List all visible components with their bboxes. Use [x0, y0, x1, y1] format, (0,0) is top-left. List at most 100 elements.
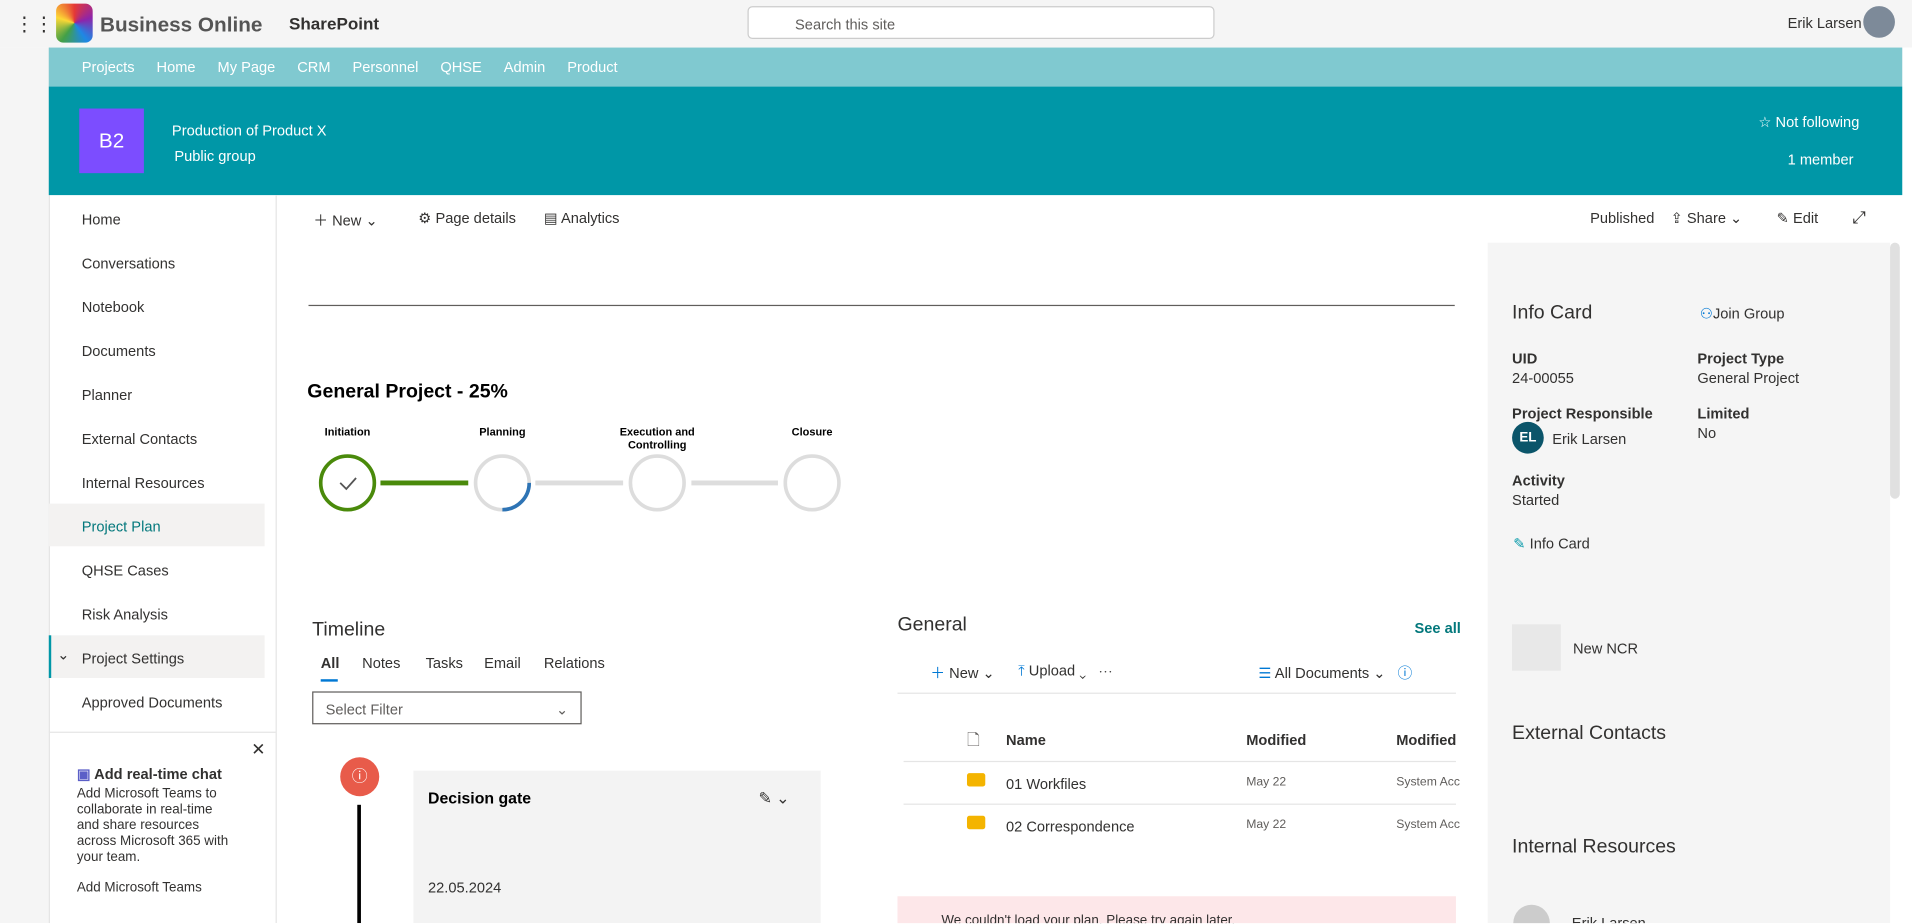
share-text: Share	[1686, 209, 1726, 227]
top-nav-item[interactable]: Projects	[81, 58, 135, 76]
field-label: Activity	[1512, 471, 1565, 489]
info-panel	[1487, 242, 1891, 924]
stage-label: Initiation	[324, 425, 371, 438]
top-nav-item[interactable]: My Page	[217, 58, 276, 76]
lib-upload-text: Upload	[1028, 662, 1076, 680]
folder-icon	[966, 815, 986, 830]
left-nav-text: Internal Resources	[81, 474, 205, 492]
site-header	[48, 86, 1903, 196]
left-nav-item[interactable]: Home	[49, 196, 265, 239]
follow-text: Not following	[1775, 113, 1860, 131]
cmd-page-details[interactable]: ⚙ Page details	[418, 209, 516, 227]
timeline-title: Timeline	[312, 619, 386, 641]
avatar[interactable]	[1863, 6, 1895, 38]
chat-card: ✕ ▣ Add real-time chat Add Microsoft Tea…	[48, 731, 276, 923]
divider	[897, 692, 1456, 694]
scrollbar	[1890, 242, 1900, 499]
left-nav-item[interactable]: Notebook	[49, 284, 265, 327]
info-edit-text: Info Card	[1529, 535, 1590, 553]
cell[interactable]: 01 Workfiles	[1006, 775, 1087, 793]
top-nav-item[interactable]: Personnel	[352, 58, 419, 76]
left-nav: Home Conversations Notebook Documents Planne…	[48, 195, 277, 924]
join-group[interactable]: ⚇Join Group	[1699, 304, 1785, 322]
left-nav-text: Notebook	[81, 298, 145, 316]
tab[interactable]: All	[320, 654, 340, 672]
cell: System Acc	[1396, 775, 1460, 789]
left-nav-item[interactable]: ⌄ Project Settings	[48, 635, 265, 678]
tab[interactable]: Tasks	[425, 654, 463, 672]
left-nav-item[interactable]: Approved Documents	[49, 679, 265, 722]
status: Published	[1590, 209, 1655, 227]
card-date: 22.05.2024	[428, 879, 502, 897]
share[interactable]: ⇪ Share ⌄	[1670, 209, 1743, 227]
lib-view[interactable]: ☰ All Documents ⌄ ⓘ	[1258, 664, 1413, 682]
left-nav-text: Approved Documents	[81, 693, 223, 711]
stage-label: Planning	[479, 425, 526, 438]
cmd-analytics[interactable]: ▤ Analytics	[543, 209, 620, 227]
lib-view-text: All Documents	[1274, 664, 1370, 682]
cell: May 22	[1246, 818, 1287, 832]
see-all[interactable]: See all	[1414, 619, 1461, 637]
lib-new[interactable]: ＋ New ⌄	[930, 664, 995, 682]
cmd-page-details-text: Page details	[435, 209, 516, 227]
info-edit[interactable]: ✎ Info Card	[1513, 535, 1590, 553]
top-nav-item[interactable]: CRM	[297, 58, 331, 76]
person-avatar	[1513, 904, 1550, 924]
tab[interactable]: Notes	[362, 654, 401, 672]
left-nav-text: Documents	[81, 342, 156, 360]
cell[interactable]: 02 Correspondence	[1006, 818, 1135, 836]
top-nav-item[interactable]: QHSE	[440, 58, 482, 76]
search-box[interactable]	[308, 304, 1455, 307]
cell: System Acc	[1396, 818, 1460, 832]
left-nav-item[interactable]: Conversations	[49, 240, 265, 283]
row-divider	[903, 803, 1456, 805]
left-nav-item[interactable]: External Contacts	[49, 416, 265, 459]
column-header[interactable]: Modified	[1396, 731, 1457, 749]
cmd-new-text: New	[332, 212, 362, 230]
left-nav-item[interactable]: Documents	[49, 328, 265, 371]
field-label: Limited	[1697, 404, 1750, 422]
user-name[interactable]: Erik Larsen	[1787, 14, 1862, 32]
ncr[interactable]: New NCR	[1573, 640, 1639, 658]
left-nav-item[interactable]: Project Plan	[48, 503, 265, 547]
left-nav-item[interactable]: Planner	[49, 372, 265, 415]
top-nav-item[interactable]: Product	[567, 58, 618, 76]
card-actions[interactable]: ✎ ⌄	[758, 788, 790, 808]
column-header[interactable]: Modified	[1246, 731, 1307, 749]
follow[interactable]: ☆ Not following	[1758, 113, 1860, 131]
members[interactable]: 1 member	[1787, 151, 1854, 169]
progress-steps	[318, 454, 841, 512]
search[interactable]: Search this site	[747, 6, 1215, 40]
edit[interactable]: ✎ Edit	[1776, 209, 1819, 227]
tab[interactable]: Email	[484, 654, 521, 672]
left-nav-text: Conversations	[81, 254, 176, 272]
cmd-new[interactable]: ＋ New ⌄	[313, 212, 378, 230]
left-nav-item[interactable]: QHSE Cases	[49, 548, 265, 591]
logo	[56, 3, 93, 43]
chat-link[interactable]: Add Microsoft Teams	[76, 880, 202, 896]
column-header[interactable]: Name	[1006, 731, 1046, 749]
ncr-icon[interactable]	[1512, 624, 1561, 671]
top-nav: Projects Home My Page CRM Personnel QHSE Admin…	[48, 47, 1903, 87]
stage-label: Execution and Controlling	[619, 425, 695, 452]
left-nav-text: Risk Analysis	[81, 606, 168, 624]
field-value: Started	[1512, 491, 1560, 509]
internal-title: Internal Resources	[1512, 836, 1676, 858]
join-text: Join Group	[1712, 304, 1785, 322]
top-nav-item[interactable]: Admin	[503, 58, 546, 76]
lib-new-text: New	[949, 664, 979, 682]
field-value: General Project	[1697, 369, 1800, 387]
field-value: No	[1697, 424, 1717, 442]
folder-icon	[966, 773, 986, 787]
filter[interactable]: Select Filter ⌄	[312, 691, 582, 725]
close[interactable]: ✕	[251, 738, 266, 759]
lib-upload[interactable]: ⤒ Upload ⌄ ⋯	[1018, 662, 1113, 680]
tab[interactable]: Relations	[543, 654, 605, 672]
product[interactable]: SharePoint	[288, 13, 380, 33]
expand[interactable]: ⤢	[1852, 207, 1866, 227]
field-value: Erik Larsen	[1552, 430, 1627, 448]
top-nav-item[interactable]: Home	[156, 58, 196, 76]
left-nav-item[interactable]: Internal Resources	[49, 460, 265, 503]
left-nav-item[interactable]: Risk Analysis	[49, 591, 265, 634]
